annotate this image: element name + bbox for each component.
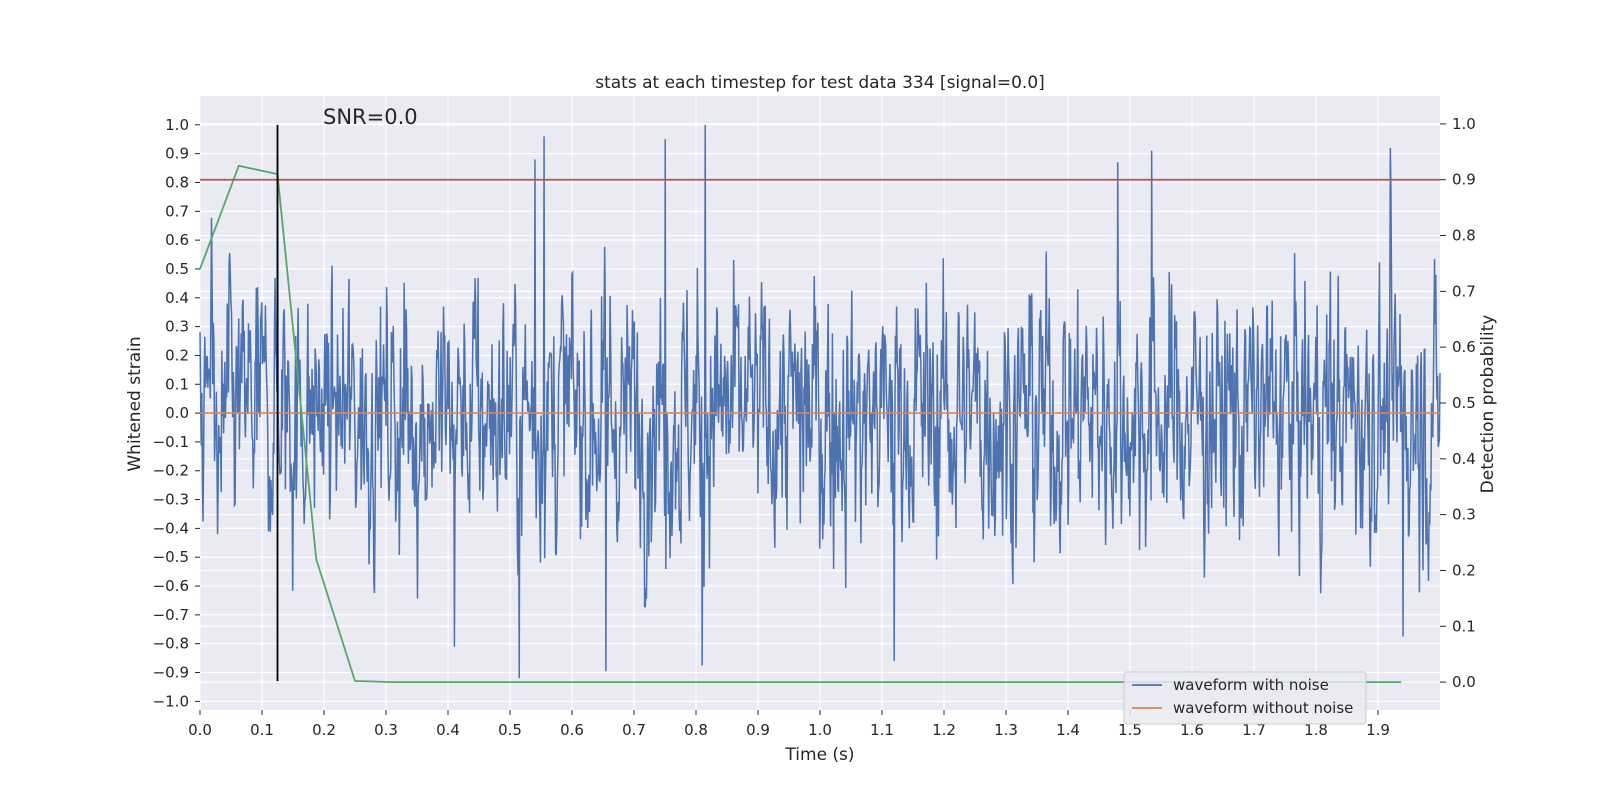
- x-tick-label: 0.5: [498, 721, 522, 739]
- y-tick-label: −0.2: [153, 462, 189, 480]
- y2-tick-label: 0.4: [1452, 450, 1476, 468]
- legend-box: [1123, 671, 1367, 725]
- snr-annotation: SNR=0.0: [323, 105, 418, 129]
- x-tick-label: 0.6: [560, 721, 584, 739]
- x-tick-label: 0.9: [746, 721, 770, 739]
- noisy-waveform-line: [199, 124, 1441, 679]
- legend: waveform with noise waveform without nois…: [1123, 671, 1367, 725]
- y-tick-label: −1.0: [153, 692, 189, 710]
- y2-tick-label: 0.3: [1452, 506, 1476, 524]
- y2-axis-label: Detection probability: [1478, 315, 1498, 494]
- y-tick-label: 0.0: [165, 404, 189, 422]
- y-tick-labels: 1.0 0.9 0.8 0.7 0.6 0.5 0.4 0.3 0.2 0.1 0.0 −0.1 −0.…: [153, 116, 200, 710]
- y-tick-label: 0.7: [165, 202, 189, 220]
- x-tick-label: 1.9: [1366, 721, 1390, 739]
- y-tick-label: −0.5: [153, 548, 189, 566]
- y2-tick-label: 0.2: [1452, 561, 1476, 579]
- x-tick-label: 1.8: [1304, 721, 1328, 739]
- x-tick-label: 0.4: [436, 721, 460, 739]
- y-tick-label: −0.1: [153, 433, 189, 451]
- y2-tick-label: 0.0: [1452, 673, 1476, 691]
- x-tick-label: 0.7: [622, 721, 646, 739]
- y2-tick-label: 0.6: [1452, 338, 1476, 356]
- y-axis-label: Whitened strain: [125, 336, 145, 471]
- x-tick-label: 0.8: [684, 721, 708, 739]
- y2-tick-labels: 1.0 0.9 0.8 0.7 0.6 0.5 0.4 0.3 0.2 0.1 0.0: [1440, 115, 1476, 691]
- y-tick-label: 0.3: [165, 318, 189, 336]
- x-tick-label: 1.2: [932, 721, 956, 739]
- x-tick-label: 1.6: [1180, 721, 1204, 739]
- y2-tick-label: 0.5: [1452, 394, 1476, 412]
- y-tick-label: 0.9: [165, 145, 189, 163]
- y2-tick-label: 0.8: [1452, 227, 1476, 245]
- x-tick-label: 1.0: [808, 721, 832, 739]
- x-tick-label: 1.1: [870, 721, 894, 739]
- y2-tick-label: 0.1: [1452, 617, 1476, 635]
- y-tick-label: 0.6: [165, 231, 189, 249]
- y-tick-label: 0.5: [165, 260, 189, 278]
- y2-tick-label: 0.7: [1452, 282, 1476, 300]
- chart-title: stats at each timestep for test data 334…: [595, 73, 1045, 93]
- x-tick-label: 1.4: [1056, 721, 1080, 739]
- x-axis-label: Time (s): [784, 745, 854, 765]
- y-tick-label: −0.4: [153, 519, 189, 537]
- y-tick-label: −0.6: [153, 577, 189, 595]
- x-tick-labels: 0.0 0.1 0.2 0.3 0.4 0.5 0.6 0.7 0.8 0.9 1.0 1.1 1.2 1…: [188, 710, 1390, 739]
- y-tick-label: −0.3: [153, 491, 189, 509]
- y-tick-label: −0.9: [153, 664, 189, 682]
- x-tick-label: 0.2: [312, 721, 336, 739]
- x-tick-label: 1.3: [994, 721, 1018, 739]
- y-tick-label: −0.8: [153, 635, 189, 653]
- y2-tick-label: 1.0: [1452, 115, 1476, 133]
- y-tick-label: 0.1: [165, 375, 189, 393]
- x-tick-label: 0.1: [250, 721, 274, 739]
- legend-label: waveform with noise: [1173, 676, 1329, 694]
- x-tick-label: 1.5: [1118, 721, 1142, 739]
- y-tick-label: 0.8: [165, 173, 189, 191]
- x-tick-label: 0.0: [188, 721, 212, 739]
- y-tick-label: −0.7: [153, 606, 189, 624]
- legend-label: waveform without noise: [1173, 699, 1353, 717]
- y-tick-label: 0.4: [165, 289, 189, 307]
- series-probability: [199, 164, 1402, 683]
- y-tick-label: 0.2: [165, 346, 189, 364]
- y-tick-label: 1.0: [165, 116, 189, 134]
- probability-line: [199, 164, 1402, 683]
- x-tick-label: 0.3: [374, 721, 398, 739]
- series-noisy: [199, 124, 1441, 679]
- x-tick-label: 1.7: [1242, 721, 1266, 739]
- y2-tick-label: 0.9: [1452, 171, 1476, 189]
